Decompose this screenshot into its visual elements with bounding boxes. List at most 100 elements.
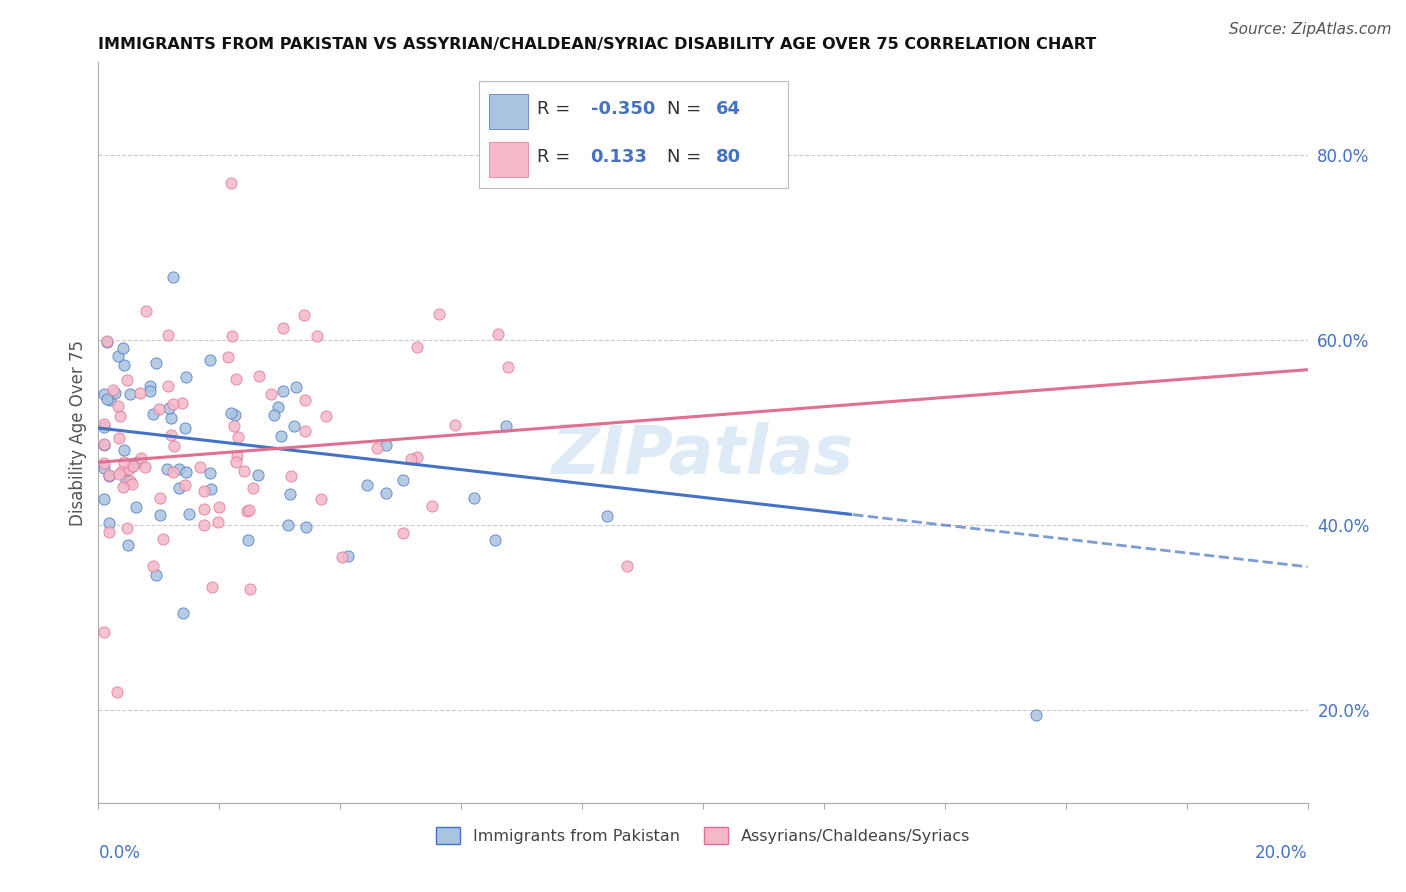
- Point: [401, 451, 423, 466]
- Point: [225, 455, 247, 469]
- Point: [139, 384, 162, 398]
- Point: [156, 328, 179, 343]
- Text: 64: 64: [716, 100, 741, 118]
- Point: [222, 418, 245, 433]
- Point: [217, 351, 239, 365]
- Point: [149, 491, 172, 506]
- Point: [105, 685, 128, 699]
- Point: [263, 409, 285, 423]
- Point: [98, 469, 121, 483]
- Point: [260, 386, 283, 401]
- Text: R =: R =: [537, 100, 576, 118]
- Point: [270, 429, 292, 443]
- Point: [280, 468, 302, 483]
- Point: [145, 356, 167, 370]
- FancyBboxPatch shape: [489, 142, 527, 178]
- Point: [134, 460, 156, 475]
- Point: [176, 369, 198, 384]
- Point: [283, 418, 305, 433]
- Point: [405, 340, 427, 354]
- Point: [375, 438, 398, 452]
- Point: [307, 329, 329, 343]
- Text: 0.133: 0.133: [591, 148, 647, 166]
- Point: [221, 176, 243, 190]
- Point: [129, 386, 152, 401]
- Point: [135, 304, 157, 318]
- Text: 0.0%: 0.0%: [98, 844, 141, 862]
- Point: [162, 270, 184, 285]
- Point: [93, 437, 115, 451]
- Point: [486, 326, 509, 341]
- Point: [122, 459, 145, 474]
- Point: [392, 525, 415, 540]
- Point: [115, 520, 138, 534]
- Text: -0.350: -0.350: [591, 100, 655, 118]
- Point: [142, 558, 165, 573]
- Point: [595, 509, 617, 524]
- Point: [226, 430, 249, 444]
- Point: [152, 532, 174, 546]
- Text: R =: R =: [537, 148, 576, 166]
- Point: [163, 439, 186, 453]
- Point: [93, 491, 115, 506]
- Point: [406, 450, 429, 465]
- Point: [188, 460, 211, 475]
- Point: [444, 417, 467, 432]
- Point: [96, 392, 118, 406]
- Text: IMMIGRANTS FROM PAKISTAN VS ASSYRIAN/CHALDEAN/SYRIAC DISABILITY AGE OVER 75 CORR: IMMIGRANTS FROM PAKISTAN VS ASSYRIAN/CHA…: [98, 37, 1097, 52]
- Point: [108, 467, 131, 481]
- Point: [208, 500, 231, 514]
- Point: [107, 399, 129, 413]
- Point: [496, 359, 519, 374]
- Point: [422, 500, 444, 514]
- Point: [120, 387, 142, 401]
- Point: [112, 443, 135, 458]
- Point: [157, 379, 180, 393]
- Point: [117, 538, 139, 552]
- Point: [201, 580, 224, 594]
- Point: [221, 329, 243, 343]
- Point: [294, 392, 316, 407]
- Point: [93, 417, 115, 431]
- Point: [285, 379, 308, 393]
- Point: [169, 461, 191, 475]
- Point: [366, 441, 388, 455]
- Point: [114, 473, 136, 487]
- Point: [315, 409, 337, 423]
- Point: [104, 386, 127, 401]
- Point: [157, 401, 180, 416]
- Point: [616, 558, 638, 573]
- Point: [162, 397, 184, 411]
- Point: [93, 624, 115, 639]
- Point: [156, 461, 179, 475]
- Point: [495, 418, 517, 433]
- Legend: Immigrants from Pakistan, Assyrians/Chaldeans/Syriacs: Immigrants from Pakistan, Assyrians/Chal…: [430, 821, 976, 850]
- Point: [225, 450, 247, 464]
- Point: [129, 450, 152, 465]
- Point: [232, 464, 254, 478]
- Point: [239, 582, 262, 597]
- Point: [292, 308, 315, 322]
- Point: [172, 606, 194, 620]
- Point: [484, 533, 506, 547]
- Point: [193, 517, 215, 532]
- Text: N =: N =: [666, 100, 707, 118]
- Point: [267, 401, 290, 415]
- Point: [98, 467, 121, 482]
- Point: [121, 476, 143, 491]
- Point: [427, 307, 450, 321]
- Point: [375, 486, 398, 500]
- Point: [179, 508, 201, 522]
- Point: [225, 372, 247, 386]
- Point: [97, 524, 120, 539]
- Point: [1024, 707, 1046, 722]
- Point: [174, 465, 197, 479]
- Point: [247, 468, 270, 483]
- Point: [139, 379, 162, 393]
- Point: [198, 352, 221, 367]
- Point: [173, 478, 195, 492]
- Point: [271, 320, 294, 334]
- Point: [148, 401, 170, 416]
- Text: 80: 80: [716, 148, 741, 166]
- Point: [145, 568, 167, 582]
